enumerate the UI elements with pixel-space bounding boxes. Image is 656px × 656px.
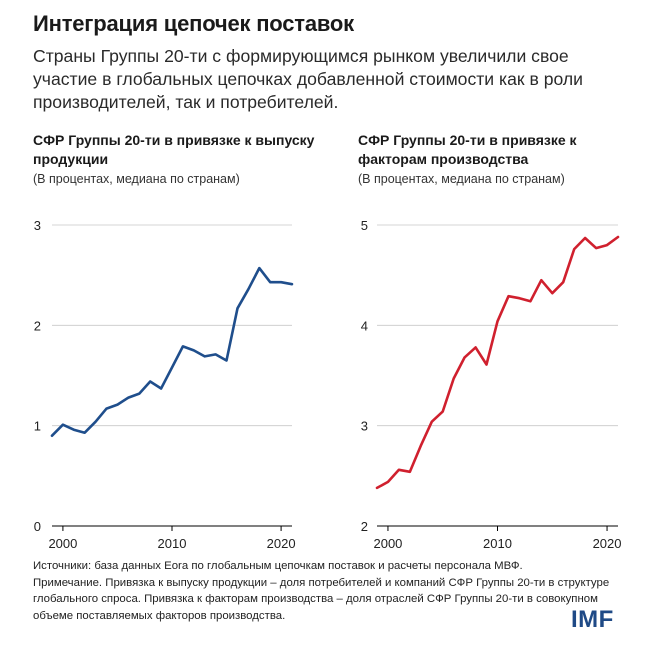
inputs-x-tick-label: 2010 <box>483 536 512 551</box>
chart-title-output: СФР Группы 20-ти в привязке к выпуску пр… <box>33 132 315 167</box>
inputs-x-tick-label: 2020 <box>593 536 622 551</box>
output-x-tick-label: 2000 <box>48 536 77 551</box>
inputs-y-tick-label: 4 <box>361 318 368 333</box>
output-x-tick-label: 2020 <box>267 536 296 551</box>
output-series-line <box>50 266 294 438</box>
inputs-y-tick-label: 5 <box>361 218 368 233</box>
inputs-y-tick-label: 3 <box>361 419 368 434</box>
chart-title-inputs: СФР Группы 20-ти в привязке к факторам п… <box>358 132 577 167</box>
chart-unit-inputs: (В процентах, медиана по странам) <box>358 172 565 186</box>
output-y-tick-label: 0 <box>34 519 41 534</box>
output-y-tick-label: 3 <box>34 218 41 233</box>
page-title: Интеграция цепочек поставок <box>33 11 354 36</box>
output-y-tick-label: 1 <box>34 419 41 434</box>
inputs-series-line <box>375 235 620 490</box>
inputs-x-tick-label: 2000 <box>373 536 402 551</box>
inputs-y-tick-label: 2 <box>361 519 368 534</box>
output-y-tick-label: 2 <box>34 318 41 333</box>
footnote-sources: Источники: база данных Eora по глобальны… <box>33 560 523 572</box>
page-subtitle: Страны Группы 20-ти с формирующимся рынк… <box>33 46 583 112</box>
imf-logo: IMF <box>571 606 614 633</box>
footnote: Источники: база данных Eora по глобальны… <box>33 558 613 624</box>
footnote-note: Примечание. Привязка к выпуску продукции… <box>33 576 610 622</box>
chart-unit-output: (В процентах, медиана по странам) <box>33 172 240 186</box>
output-x-tick-label: 2010 <box>158 536 187 551</box>
